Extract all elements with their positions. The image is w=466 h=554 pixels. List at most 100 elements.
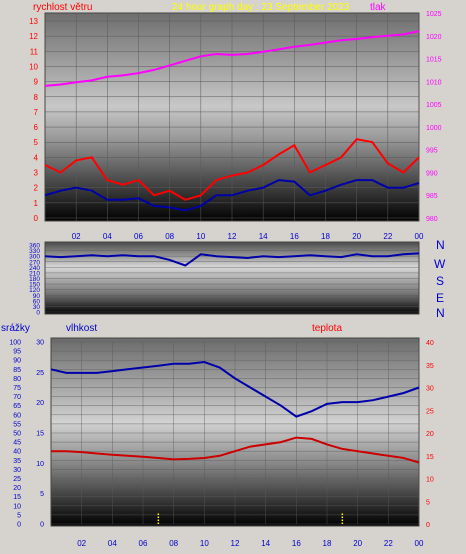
humidity-axis-tick-label: 25 [36,370,44,377]
rain-axis-tick-label: 60 [13,412,21,419]
rain-label: srážky [1,323,30,334]
rain-axis-tick-label: 45 [13,440,21,447]
x-axis-tick-label: 20 [353,539,362,548]
direction-axis-tick-label: 60 [33,298,41,305]
pressure-axis-tick-label: 1000 [426,125,442,132]
wind-axis-tick-label: 5 [34,138,39,147]
x-axis-tick-label: 04 [103,232,112,241]
direction-plot-area [44,241,420,315]
temperature-axis-tick-label: 20 [426,431,434,438]
wind-axis-tick-label: 2 [34,184,39,193]
wind-axis-tick-label: 8 [34,93,39,102]
direction-axis-tick-label: 360 [29,243,40,250]
x-axis-tick-label: 02 [77,539,86,548]
wind-axis-tick-label: 7 [34,108,39,117]
wind-axis-tick-label: 6 [34,123,39,132]
x-axis-tick-label: 18 [323,539,332,548]
x-axis-tick-label: 14 [261,539,270,548]
humidity-axis-tick-label: 0 [40,522,44,529]
x-axis-tick-label: 06 [134,232,143,241]
rain-axis-tick-label: 95 [13,349,21,356]
pressure-line [44,30,420,87]
rain-axis-tick-label: 40 [13,449,21,456]
rain-axis-tick-label: 85 [13,367,21,374]
wind-speed-line [44,138,420,201]
direction-letter-s: S [436,274,444,288]
wind-axis-tick-label: 13 [29,17,38,26]
wind-direction-line [44,252,420,267]
humidity-axis-tick-label: 15 [36,431,44,438]
humidity-line [50,360,420,418]
direction-axis-tick-label: 120 [29,287,40,294]
humidity-axis-tick-label: 20 [36,400,44,407]
x-axis-tick-label: 18 [321,232,330,241]
pressure-axis-tick-label: 980 [426,216,438,223]
rain-axis-tick-label: 80 [13,376,21,383]
rain-axis-tick-label: 35 [13,458,21,465]
humidity-axis-tick-label: 30 [36,340,44,347]
x-axis-tick-label: 04 [108,539,117,548]
x-axis-tick-label: 22 [383,232,392,241]
humidity-axis-tick-label: 10 [36,461,44,468]
chart-title: 24 hour graph day : 23 September 2023 [172,2,350,13]
temperature-label: teplota [312,323,342,334]
direction-axis-tick-label: 150 [29,282,40,289]
temperature-axis-tick-label: 25 [426,408,434,415]
pressure-axis-tick-label: 1005 [426,102,442,109]
x-axis-tick-label: 00 [415,232,424,241]
rain-axis-tick-label: 65 [13,403,21,410]
x-axis-tick-label: 12 [231,539,240,548]
direction-axis-tick-label: 90 [33,293,41,300]
pressure-label: tlak [370,2,387,13]
wind-axis-tick-label: 1 [34,199,39,208]
temperature-line [51,436,420,464]
pressure-axis-tick-label: 1025 [426,11,442,18]
direction-axis-tick-label: 240 [29,265,40,272]
temperature-axis-tick-label: 10 [426,477,434,484]
x-axis-tick-label: 20 [352,232,361,241]
rain-axis-tick-label: 90 [13,358,21,365]
wind-average-line [44,179,420,212]
direction-letter-w: W [434,257,446,271]
pressure-axis-tick-label: 995 [426,148,438,155]
direction-axis-tick-label: 30 [33,304,41,311]
x-axis-tick-label: 10 [200,539,209,548]
direction-axis-tick-label: 270 [29,259,40,266]
pressure-axis-tick-label: 1020 [426,34,442,41]
wind-axis-tick-label: 4 [34,153,39,162]
x-axis-tick-label: 02 [72,232,81,241]
rain-axis-tick-label: 100 [9,340,21,347]
temperature-axis-tick-label: 30 [426,386,434,393]
pressure-axis-tick-label: 990 [426,170,438,177]
direction-axis-tick-label: 330 [29,248,40,255]
temperature-axis-tick-label: 0 [426,522,430,529]
rain-axis-tick-label: 5 [17,512,21,519]
humidity-label: vlhkost [66,323,97,334]
wind-axis-tick-label: 10 [29,62,38,71]
pressure-axis-tick-label: 1010 [426,79,442,86]
direction-letter-n-top: N [436,238,445,252]
temperature-axis-tick-label: 5 [426,499,430,506]
x-axis-tick-label: 22 [384,539,393,548]
rain-axis-tick-label: 75 [13,385,21,392]
rain-axis-tick-label: 10 [13,503,21,510]
x-axis-tick-label: 08 [165,232,174,241]
pressure-axis-tick-label: 985 [426,193,438,200]
x-axis-tick-label: 16 [290,232,299,241]
wind-speed-label: rychlost větru [33,2,92,13]
temperature-axis-tick-label: 35 [426,363,434,370]
rain-axis-tick-label: 50 [13,431,21,438]
x-axis-tick-label: 10 [196,232,205,241]
rain-axis-tick-label: 55 [13,421,21,428]
rain-axis-tick-label: 30 [13,467,21,474]
direction-axis-tick-label: 210 [29,270,40,277]
pressure-axis-tick-label: 1015 [426,57,442,64]
rain-axis-tick-label: 20 [13,485,21,492]
direction-letter-n-bottom: N [436,306,445,320]
x-axis-tick-label: 08 [169,539,178,548]
x-axis-tick-label: 06 [139,539,148,548]
rain-axis-tick-label: 0 [17,522,21,529]
rain-axis-tick-label: 15 [13,494,21,501]
rain-axis-tick-label: 70 [13,394,21,401]
